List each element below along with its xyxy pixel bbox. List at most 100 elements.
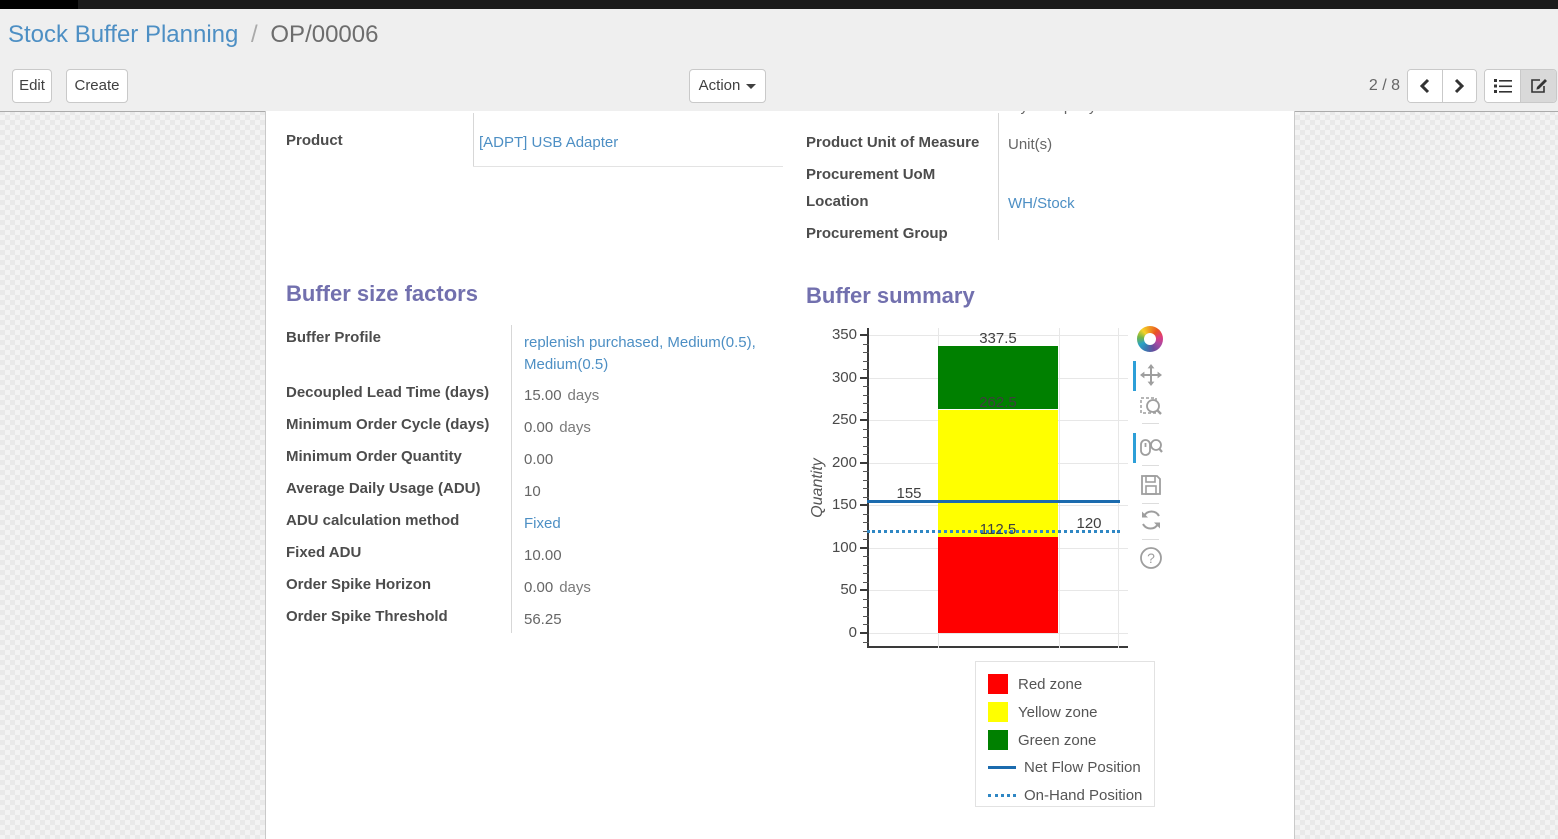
y-tick-minor (863, 403, 869, 405)
list-view-button[interactable] (1485, 70, 1520, 102)
moq-label: Minimum Order Quantity (286, 448, 462, 465)
y-tick-major (860, 632, 869, 634)
y-tick-label: 150 (831, 496, 857, 514)
y-tick-minor (863, 437, 869, 439)
chevron-left-icon (1419, 78, 1429, 94)
y-tick-label: 100 (831, 538, 857, 556)
uom-value: Unit(s) (1008, 136, 1053, 153)
uom-label: Product Unit of Measure (806, 134, 980, 151)
toolbar-separator (1142, 465, 1159, 466)
bokeh-logo-icon[interactable] (1137, 326, 1163, 352)
cutoff-company-value: My Company (1008, 111, 1208, 118)
y-axis-line (867, 328, 869, 648)
y-tick-label: 350 (831, 326, 857, 343)
edit-button[interactable]: Edit (12, 69, 52, 103)
breadcrumb-current: OP/00006 (270, 21, 379, 48)
y-tick-major (860, 504, 869, 507)
group-divider (998, 113, 999, 240)
plot-area[interactable]: Quantity 337.5 262.5 155 112.5 120 0 50 10… (809, 326, 1128, 648)
fixed-adu-label: Fixed ADU (286, 544, 362, 561)
annotation-red-top: 112.5 (979, 521, 1017, 539)
form-sheet: My Company Product [ADPT] USB Adapter Pr… (265, 111, 1295, 839)
dlt-value: 15.00 days (524, 387, 600, 404)
svg-text:?: ? (1147, 550, 1155, 566)
y-tick-minor (863, 641, 869, 643)
legend-label: Yellow zone (1018, 703, 1098, 721)
toolbar-separator (1142, 539, 1159, 540)
product-label: Product (286, 132, 343, 149)
y-tick-minor (863, 445, 869, 447)
breadcrumb-separator: / (251, 21, 258, 48)
box-zoom-tool-icon[interactable] (1139, 394, 1163, 418)
annotation-on-hand: 120 (1076, 514, 1102, 532)
y-tick-minor (863, 530, 869, 532)
gridline-v (1059, 328, 1060, 648)
legend-item-red-zone: Red zone (988, 673, 1082, 695)
y-tick-minor (863, 598, 869, 600)
yellow-zone-bar (938, 409, 1058, 538)
location-value-link[interactable]: WH/Stock (1008, 195, 1075, 212)
buffer-summary-title: Buffer summary (806, 283, 975, 308)
adu-label: Average Daily Usage (ADU) (286, 480, 481, 497)
spike-horizon-suffix: days (559, 579, 591, 596)
y-tick-minor (863, 352, 869, 354)
gridline-h (868, 335, 1128, 336)
buffer-profile-value-link[interactable]: replenish purchased, Medium(0.5), Medium… (524, 334, 756, 373)
action-dropdown-button[interactable]: Action (689, 69, 766, 103)
active-tool-indicator (1133, 361, 1136, 391)
breadcrumb-parent-link[interactable]: Stock Buffer Planning (8, 21, 239, 48)
y-tick-major (860, 461, 869, 464)
gridline-h (868, 633, 1128, 634)
legend-label: Red zone (1018, 675, 1083, 693)
chevron-right-icon (1455, 78, 1465, 94)
spike-threshold-label: Order Spike Threshold (286, 608, 448, 625)
y-tick-minor (863, 360, 869, 362)
y-tick-label: 50 (840, 581, 857, 599)
y-tick-minor (863, 488, 869, 490)
yellow-zone-swatch (988, 702, 1008, 722)
chart-legend: Red zone Yellow zone Green zone Net Flow… (975, 661, 1155, 807)
moc-value: 0.00 days (524, 419, 591, 436)
y-tick-minor (863, 343, 869, 345)
legend-item-net-flow: Net Flow Position (988, 756, 1141, 778)
edit-form-icon (1530, 79, 1547, 93)
top-menu-strip (0, 0, 1558, 9)
x-axis-line (867, 646, 1128, 648)
list-icon (1493, 79, 1512, 93)
y-tick-minor (863, 513, 869, 515)
y-tick-label: 200 (831, 453, 857, 471)
pager-next-button[interactable] (1441, 70, 1476, 102)
spike-horizon-value: 0.00 days (524, 579, 591, 596)
save-tool-icon[interactable] (1139, 473, 1163, 497)
dlt-label: Decoupled Lead Time (days) (286, 384, 490, 401)
legend-item-yellow-zone: Yellow zone (988, 701, 1098, 723)
reset-tool-icon[interactable] (1139, 508, 1163, 532)
pager-previous-button[interactable] (1408, 70, 1442, 102)
y-tick-minor (863, 394, 869, 396)
legend-item-green-zone: Green zone (988, 729, 1096, 751)
pan-tool-icon[interactable] (1139, 363, 1163, 387)
y-tick-label: 300 (831, 368, 857, 386)
adu-value: 10 (524, 483, 541, 500)
help-tool-icon[interactable]: ? (1139, 546, 1163, 570)
net-flow-line-swatch (988, 765, 1016, 769)
control-panel: Stock Buffer Planning / OP/00006 Edit Cr… (0, 9, 1558, 112)
moc-label: Minimum Order Cycle (days) (286, 416, 490, 433)
create-button[interactable]: Create (66, 69, 128, 103)
y-tick-major (860, 376, 869, 379)
y-tick-minor (863, 471, 869, 473)
red-zone-bar (938, 537, 1058, 633)
adu-method-value-link[interactable]: Fixed (524, 515, 561, 532)
gridline-v (1118, 328, 1119, 648)
y-tick-minor (863, 607, 869, 609)
wheel-zoom-tool-icon[interactable] (1139, 435, 1163, 459)
y-tick-minor (863, 386, 869, 388)
y-tick-minor (863, 522, 869, 524)
form-view-button[interactable] (1520, 70, 1556, 102)
product-value-link[interactable]: [ADPT] USB Adapter (479, 134, 619, 151)
procurement-group-label: Procurement Group (806, 225, 948, 242)
adu-method-label: ADU calculation method (286, 512, 460, 529)
y-tick-major (860, 419, 869, 422)
breadcrumb: Stock Buffer Planning / OP/00006 (8, 21, 378, 49)
